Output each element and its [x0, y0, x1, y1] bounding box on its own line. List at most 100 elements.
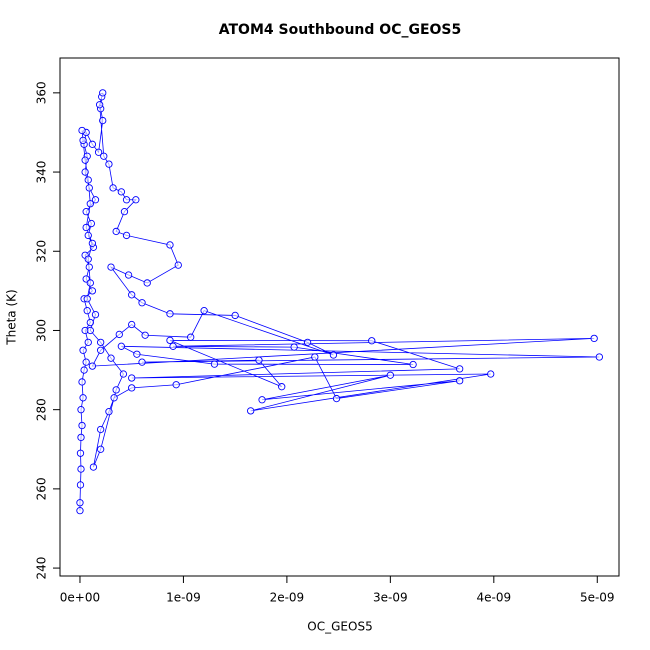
data-point	[84, 255, 92, 263]
data-point	[128, 320, 136, 329]
y-tick-label: 340	[35, 161, 49, 184]
data-point	[112, 227, 120, 236]
x-tick-label: 1e-09	[166, 591, 201, 605]
data-point	[105, 160, 113, 168]
x-tick-label: 0e+00	[60, 591, 100, 605]
data-point	[87, 219, 95, 228]
data-point	[88, 239, 97, 247]
y-tick-label: 280	[35, 398, 49, 421]
data-point	[255, 356, 263, 364]
data-point	[81, 168, 89, 176]
data-point	[115, 330, 123, 339]
data-point	[89, 463, 98, 471]
data-point	[128, 374, 136, 382]
data-point	[80, 366, 88, 374]
data-point	[77, 465, 85, 473]
data-point	[169, 342, 177, 350]
data-point	[128, 291, 136, 299]
data-point	[88, 362, 97, 370]
data-point	[105, 407, 113, 416]
x-tick-label: 3e-09	[373, 591, 408, 605]
data-point	[77, 406, 85, 414]
data-point	[172, 381, 180, 389]
data-point	[409, 360, 417, 369]
data-point	[85, 263, 93, 271]
data-point	[77, 433, 85, 442]
data-point	[120, 208, 129, 216]
data-point	[100, 152, 108, 160]
data-point	[174, 261, 182, 269]
data-point	[141, 331, 149, 339]
data-point	[84, 338, 92, 346]
data-point	[86, 318, 94, 327]
data-point	[112, 386, 120, 394]
data-point	[95, 101, 104, 109]
y-tick-label: 300	[35, 319, 49, 342]
data-point	[231, 311, 239, 320]
data-point	[247, 407, 255, 415]
data-point	[138, 358, 146, 366]
data-point	[128, 384, 136, 392]
y-tick-label: 260	[35, 477, 49, 500]
data-point	[78, 378, 86, 386]
data-point	[329, 351, 338, 359]
data-point	[81, 156, 89, 164]
data-point	[200, 307, 208, 315]
data-point	[83, 307, 91, 315]
data-point	[97, 425, 105, 434]
data-point	[258, 396, 266, 404]
y-tick-label: 320	[35, 240, 49, 263]
x-axis-label: OC_GEOS5	[307, 620, 372, 634]
data-point	[84, 231, 92, 240]
y-axis-label: Theta (K)	[5, 289, 19, 345]
data-point	[119, 370, 128, 378]
data-point	[88, 287, 97, 295]
data-point	[84, 176, 92, 184]
x-tick-label: 4e-09	[476, 591, 511, 605]
data-point	[94, 148, 103, 156]
data-point	[595, 353, 603, 361]
data-point	[166, 336, 174, 345]
data-point	[79, 346, 87, 354]
y-tick-label: 240	[35, 557, 49, 580]
plot-frame	[59, 57, 620, 577]
data-point	[122, 231, 131, 240]
data-point	[122, 196, 131, 204]
data-point	[166, 241, 174, 249]
data-point	[107, 354, 115, 362]
data-point	[99, 116, 107, 125]
data-point	[76, 499, 84, 507]
data-point	[166, 310, 174, 318]
data-point	[76, 507, 84, 515]
x-tick-label: 2e-09	[270, 591, 305, 605]
data-point	[487, 370, 495, 378]
data-point	[386, 371, 395, 379]
data-point	[91, 310, 100, 319]
data-point	[187, 333, 195, 341]
data-point	[76, 481, 85, 489]
data-point	[82, 208, 90, 216]
data-point	[210, 360, 219, 368]
data-point	[99, 89, 107, 97]
data-point	[303, 338, 312, 346]
data-point	[133, 350, 141, 358]
data-point	[311, 353, 319, 361]
data-point	[107, 263, 115, 271]
chart-title: ATOM4 Southbound OC_GEOS5	[219, 22, 462, 38]
data-point	[132, 196, 140, 204]
data-point	[83, 295, 91, 303]
data-point	[78, 421, 86, 430]
data-point	[86, 326, 94, 335]
data-point	[82, 358, 90, 366]
data-point	[97, 338, 105, 346]
data-point	[97, 445, 105, 453]
data-point	[290, 343, 298, 351]
data-line	[79, 92, 600, 511]
data-point	[79, 136, 87, 145]
data-point	[82, 223, 90, 232]
data-point	[78, 126, 86, 135]
data-point	[590, 334, 598, 343]
data-point	[278, 383, 286, 391]
data-point	[456, 365, 464, 373]
data-point	[79, 394, 87, 402]
